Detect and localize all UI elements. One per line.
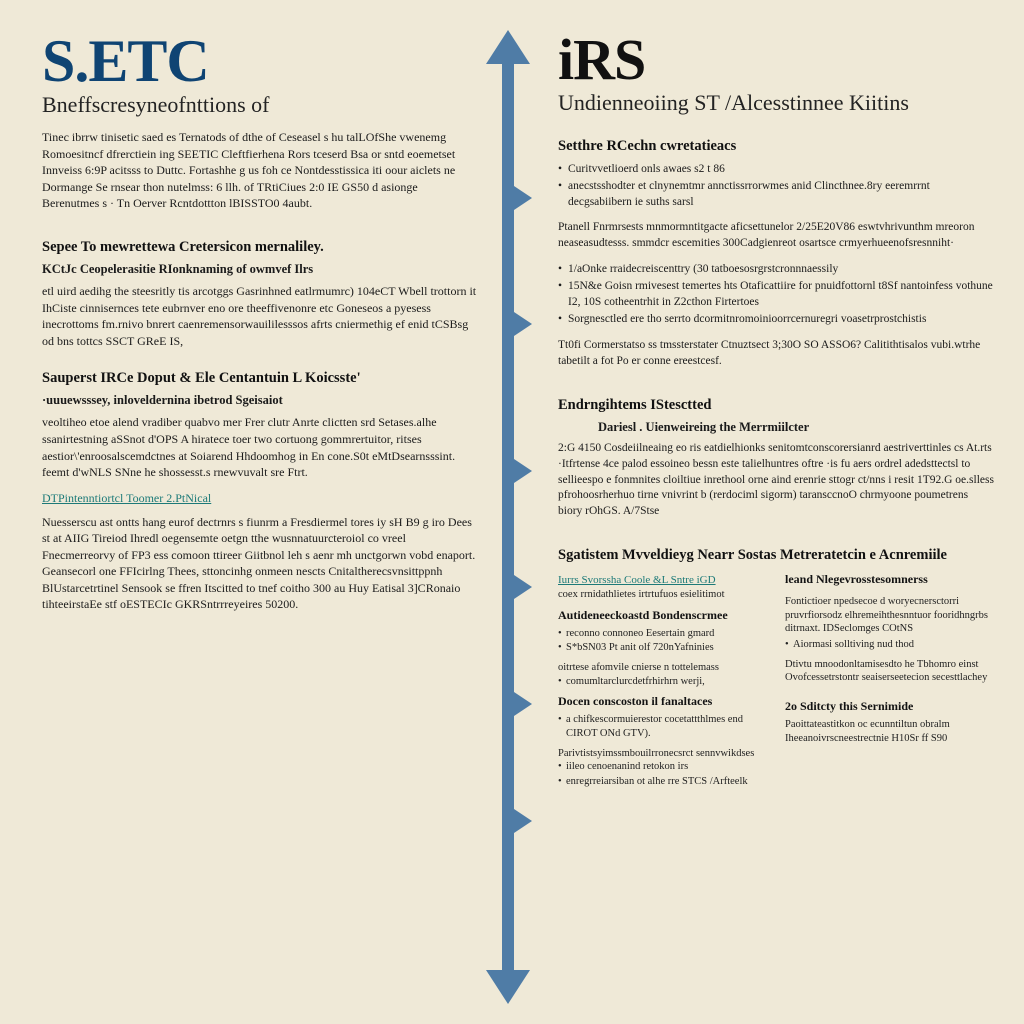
- list-item: iileo cenoenanind retokon irs: [558, 760, 767, 774]
- left-sec4-body: Nuesserscu ast ontts hang eurof dectrnrs…: [42, 514, 478, 613]
- left-sec3-body: veoltiheo etoe alend vradiber quabvo mer…: [42, 414, 478, 480]
- col-b-b1: Aiormasi solltiving nud thod: [785, 638, 994, 652]
- right-col-a-link[interactable]: Iurrs Svorssha Coole &L Sntre iGD: [558, 574, 716, 586]
- list-item: 1/aOnke rraidecreiscenttry (30 tatboesos…: [558, 262, 994, 278]
- right-logo: iRS: [558, 34, 994, 86]
- col-a-b2: comumltarclurcdetfrhirhrn werji,: [558, 675, 767, 689]
- left-sec2-body: etl uird aedihg the steesritly tis arcot…: [42, 283, 478, 349]
- right-sec2-body: 2:G 4150 Cosdeiilneaing eo ris eatdielhi…: [558, 441, 994, 520]
- right-subtitle: Undienneoiing ST /Alcesstinnee Kiitins: [558, 90, 994, 115]
- left-sec2-sub: KCtJc Ceopelerasitie RIonknaming of owmv…: [42, 262, 478, 277]
- list-item: S*bSN03 Pt anit olf 720nYafninies: [558, 641, 767, 655]
- col-a-sub2: Docen conscoston il fanaltaces: [558, 694, 767, 709]
- col-b-p1: Fontictioer npedsecoe d woryecnersctorri…: [785, 595, 994, 636]
- col-a-b3: a chifkescormuierestor cocetattthlmes en…: [558, 713, 767, 740]
- list-item: a chifkescormuierestor cocetattthlmes en…: [558, 713, 767, 740]
- list-item: Curitvvetlioerd onls awaes s2 t 86: [558, 162, 994, 178]
- left-logo: S.ETC: [42, 34, 478, 88]
- left-sec2-head: Sepee To mewrettewa Cretersicon mernalil…: [42, 238, 478, 256]
- left-link-1[interactable]: DTPintenntiortcl Toomer 2.PtNical: [42, 491, 478, 506]
- right-column: iRS Undienneoiing ST /Alcesstinnee Kiiti…: [522, 34, 994, 994]
- list-item: enregrreiarsiban ot alhe rre STCS /Arfte…: [558, 775, 767, 789]
- left-column: S.ETC Bneffscresyneofnttions of Tinec ib…: [42, 34, 496, 994]
- list-item: 15N&e Goisn rmivesest temertes hts Otafi…: [558, 279, 994, 310]
- right-sec2-head: Endrngihtems IStesctted: [558, 396, 994, 414]
- right-two-col: Iurrs Svorssha Coole &L Sntre iGD coex r…: [558, 570, 994, 794]
- col-a-b1: reconno connoneo Eesertain gmard S*bSN03…: [558, 627, 767, 655]
- right-sec2-sub: Dariesl . Uienweireing the Merrmiilcter: [598, 420, 994, 435]
- col-a-line2: oitrtese afomvile cnierse n tottelemass: [558, 661, 767, 675]
- col-b-p2: Dtivtu mnoodonltamisesdto he Tbhomro ein…: [785, 658, 994, 685]
- list-item: reconno connoneo Eesertain gmard: [558, 627, 767, 641]
- col-b-sub1: leand Nlegevrosstesomnerss: [785, 572, 994, 587]
- right-sec1-head: Setthre RCechn cwretatieacs: [558, 137, 994, 155]
- left-sec3-sub: ·uuuewsssey, inloveldernina ibetrod Sgei…: [42, 393, 478, 408]
- col-a-line: coex rrnidathlietes irtrtufuos esielitim…: [558, 588, 767, 602]
- col-b-p3: Paoittateastitkon oc ecunntiltun obralm …: [785, 718, 994, 745]
- right-sec1-after: Ptanell Fnrmrsests mnmormntitgacte afics…: [558, 220, 994, 252]
- list-item: comumltarclurcdetfrhirhrn werji,: [558, 675, 767, 689]
- list-item: Aiormasi solltiving nud thod: [785, 638, 994, 652]
- col-b-sub2: 2o Sditcty this Sernimide: [785, 699, 994, 714]
- list-item: anecstsshodter et clnynemtmr annctissrro…: [558, 179, 994, 210]
- col-a-line3: Parivtistsyimssmbouilrronecsrct sennvwik…: [558, 747, 767, 761]
- right-sec3-head: Sgatistem Mvveldieyg Nearr Sostas Metrer…: [558, 546, 994, 564]
- col-a-sub1: Autideneeckoastd Bondenscrmee: [558, 608, 767, 623]
- page: S.ETC Bneffscresyneofnttions of Tinec ib…: [0, 0, 1024, 1024]
- right-col-b: leand Nlegevrosstesomnerss Fontictioer n…: [785, 570, 994, 794]
- left-intro-para: Tinec ibrrw tinisetic saed es Ternatods …: [42, 129, 478, 212]
- list-item: Sorgnesctled ere tho serrto dcormitnromo…: [558, 312, 994, 328]
- left-subtitle: Bneffscresyneofnttions of: [42, 92, 478, 117]
- left-sec3-head: Sauperst IRCe Doput & Ele Centantuin L K…: [42, 369, 478, 387]
- right-sec1-bullets2: 1/aOnke rraidecreiscenttry (30 tatboesos…: [558, 262, 994, 330]
- col-a-b4: iileo cenoenanind retokon irs enregrreia…: [558, 760, 767, 788]
- right-sec1-bullets: Curitvvetlioerd onls awaes s2 t 86 anecs…: [558, 162, 994, 213]
- right-col-a: Iurrs Svorssha Coole &L Sntre iGD coex r…: [558, 570, 767, 794]
- right-sec1-tail: Tt0fi Cormerstatso ss tmssterstater Ctnu…: [558, 338, 994, 370]
